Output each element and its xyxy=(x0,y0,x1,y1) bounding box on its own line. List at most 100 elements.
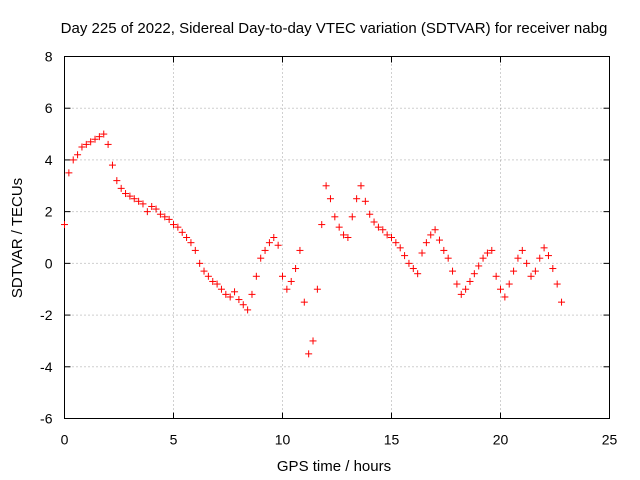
data-point xyxy=(152,205,160,213)
data-point xyxy=(422,239,430,247)
y-tick-label: -2 xyxy=(40,307,53,323)
data-point xyxy=(113,177,121,185)
data-point xyxy=(148,202,156,210)
data-point xyxy=(322,182,330,190)
data-point xyxy=(139,200,147,208)
data-point xyxy=(126,192,134,200)
data-point xyxy=(383,231,391,239)
x-tick-label: 10 xyxy=(275,432,291,448)
y-tick-label: 2 xyxy=(45,204,53,220)
data-point xyxy=(326,195,334,203)
data-point xyxy=(87,138,95,146)
data-point xyxy=(449,267,457,275)
data-point xyxy=(104,140,112,148)
data-point xyxy=(531,267,539,275)
data-point xyxy=(514,254,522,262)
data-point xyxy=(222,290,230,298)
data-point xyxy=(187,239,195,247)
data-point xyxy=(510,267,518,275)
data-point xyxy=(65,169,73,177)
data-point xyxy=(331,213,339,221)
data-point xyxy=(165,215,173,223)
data-point xyxy=(374,223,382,231)
data-point xyxy=(209,277,217,285)
data-point xyxy=(204,272,212,280)
data-point xyxy=(501,293,509,301)
data-point xyxy=(466,277,474,285)
y-tick-label: 8 xyxy=(45,49,53,65)
data-point xyxy=(274,241,282,249)
data-point xyxy=(357,182,365,190)
data-point xyxy=(283,285,291,293)
data-point xyxy=(353,195,361,203)
plot-frame xyxy=(64,56,610,419)
data-point xyxy=(366,210,374,218)
data-point xyxy=(244,306,252,314)
data-point xyxy=(287,277,295,285)
data-points xyxy=(61,130,566,358)
data-point xyxy=(174,223,182,231)
data-point xyxy=(497,285,504,293)
data-point xyxy=(239,301,247,309)
data-point xyxy=(470,270,478,278)
data-point xyxy=(440,246,448,254)
data-point xyxy=(370,218,378,226)
data-point xyxy=(536,254,544,262)
data-point xyxy=(340,231,348,239)
data-point xyxy=(265,239,273,247)
data-point xyxy=(161,213,169,221)
data-point xyxy=(518,246,526,254)
x-tick-label: 0 xyxy=(61,432,69,448)
chart-title: Day 225 of 2022, Sidereal Day-to-day VTE… xyxy=(61,20,608,37)
data-point xyxy=(388,234,395,241)
data-point xyxy=(108,161,116,169)
data-point xyxy=(318,221,326,229)
y-tick-label: -4 xyxy=(40,359,53,375)
data-point xyxy=(300,298,308,306)
data-point xyxy=(392,239,400,247)
data-point xyxy=(475,262,483,270)
data-point xyxy=(213,280,221,288)
data-point xyxy=(409,265,417,273)
data-point xyxy=(74,151,82,159)
data-point xyxy=(117,184,125,192)
axis-ticks: -6 -4 -2 0 2 4 6 8 0 5 10 15 20 25 xyxy=(40,49,617,448)
y-tick-label: -6 xyxy=(40,411,53,427)
data-point xyxy=(457,290,465,298)
data-point xyxy=(231,288,239,296)
data-point xyxy=(544,252,552,260)
data-point xyxy=(61,221,68,229)
data-point xyxy=(130,195,138,203)
data-point xyxy=(527,272,535,280)
data-point xyxy=(135,197,143,205)
data-point xyxy=(488,246,496,254)
data-point xyxy=(170,221,177,229)
data-point xyxy=(444,254,452,262)
data-point xyxy=(361,197,369,205)
data-point xyxy=(335,223,343,231)
y-tick-label: 0 xyxy=(45,255,53,271)
data-point xyxy=(69,156,77,164)
data-point xyxy=(82,140,90,148)
data-point xyxy=(226,293,234,301)
y-tick-label: 6 xyxy=(45,100,53,116)
data-point xyxy=(95,133,103,141)
data-point xyxy=(309,337,317,345)
data-point xyxy=(479,254,487,262)
data-point xyxy=(523,259,531,267)
data-point xyxy=(379,226,387,234)
data-point xyxy=(91,135,99,143)
data-point xyxy=(248,290,256,298)
data-point xyxy=(418,249,426,257)
x-tick-label: 25 xyxy=(602,432,618,448)
x-axis-label: GPS time / hours xyxy=(277,458,391,475)
data-point xyxy=(414,270,422,278)
data-point xyxy=(549,265,557,273)
data-point xyxy=(100,130,108,138)
data-point xyxy=(540,244,548,252)
data-point xyxy=(217,285,225,293)
data-point xyxy=(156,210,164,218)
data-point xyxy=(483,249,491,257)
